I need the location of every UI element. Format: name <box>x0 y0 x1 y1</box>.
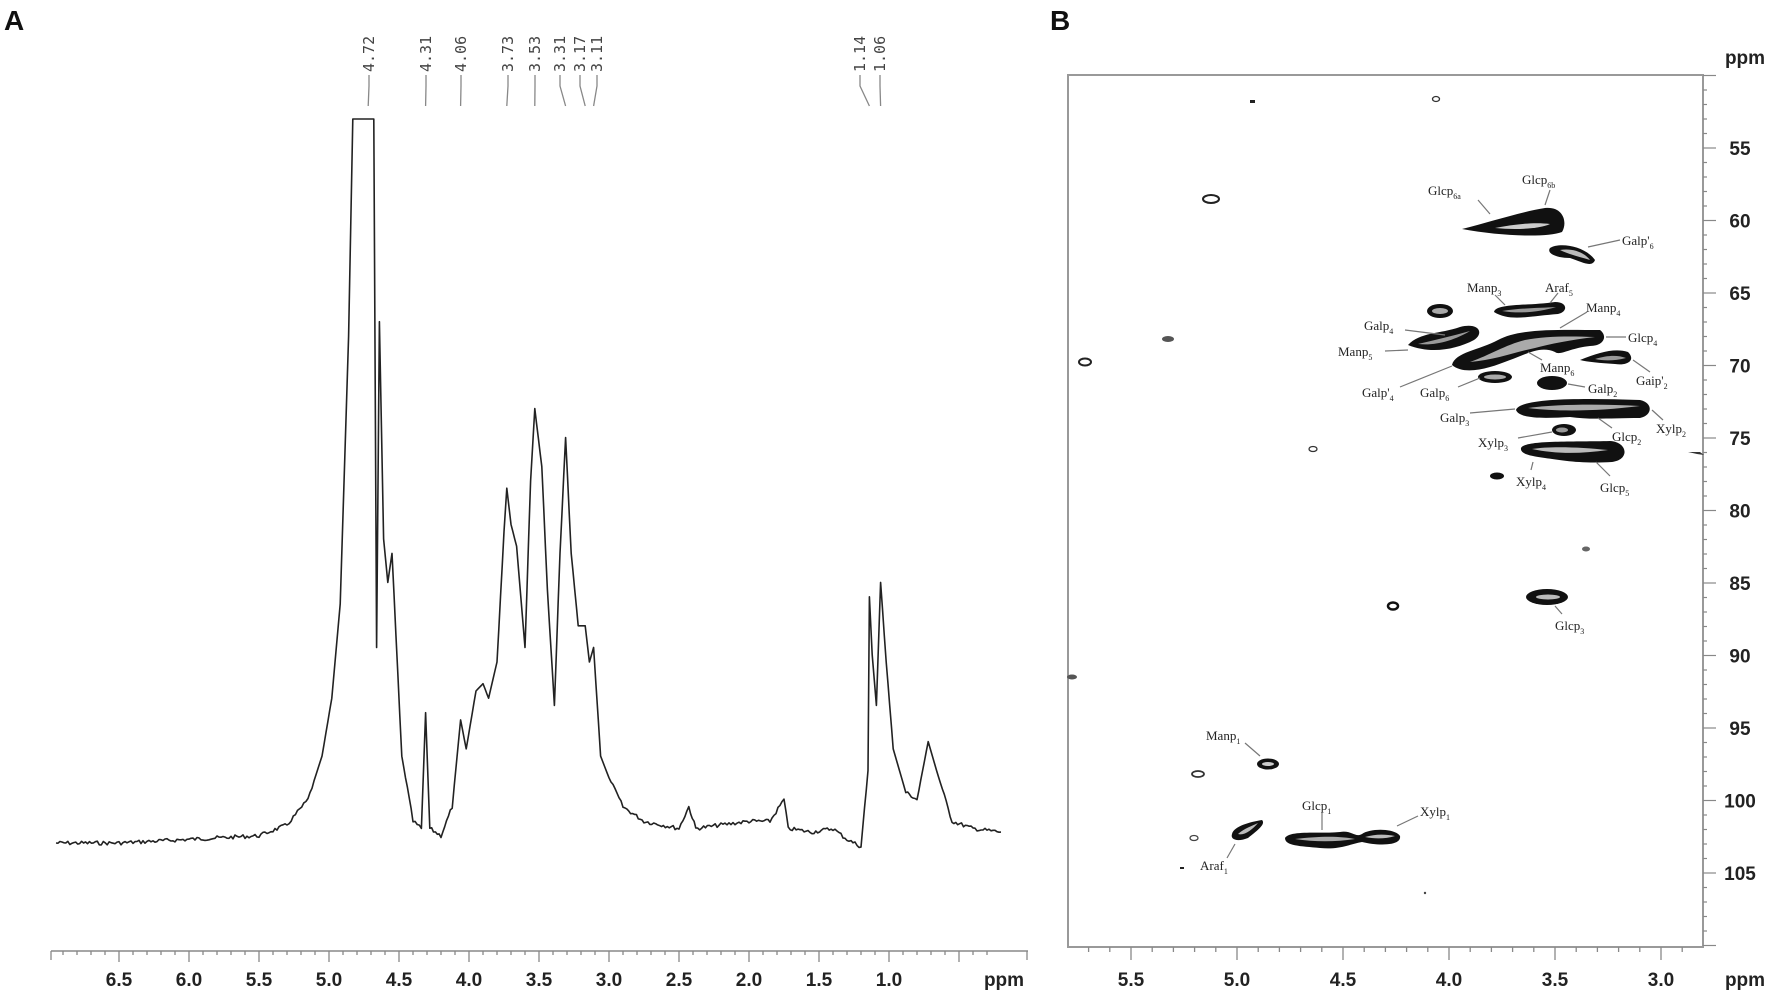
y-tick-label: 95 <box>1729 719 1751 740</box>
x-axis-unit-b: ppm <box>1725 970 1765 991</box>
x-tick-label: 1.0 <box>876 970 902 991</box>
peak-labels: 4.72 4.31 4.06 3.73 3.53 3.31 3.17 3.11 1.14 1.06 <box>360 36 889 107</box>
x-tick-label: 3.0 <box>596 970 622 991</box>
peak-label: 3.53 <box>526 36 544 72</box>
assignment-labels: Glcp6a Glcp6b Galp'6 Manp3 Araf5 Manp4 Glcp4 Ga… <box>1200 172 1686 876</box>
y-tick-label: 75 <box>1729 429 1751 450</box>
x-tick-label: 4.5 <box>1330 970 1357 991</box>
cross-peak-label: Glcp5 <box>1600 480 1629 498</box>
peak-label: 4.06 <box>452 36 470 72</box>
cross-peak-label: Xylp3 <box>1478 435 1508 453</box>
x-tick-label: 1.5 <box>806 970 833 991</box>
panel-label-a: A <box>4 5 24 36</box>
y-axis-b: 55 60 65 70 75 80 85 90 95 100 105 <box>1703 74 1756 947</box>
cross-peak-label: Manp6 <box>1540 360 1574 378</box>
spectrum-trace <box>55 118 1002 849</box>
x-tick-label: 5.0 <box>316 970 342 991</box>
cross-peak-label: Manp3 <box>1467 280 1501 298</box>
panel-a-1h-spectrum: 4.72 4.31 4.06 3.73 3.53 3.31 3.17 3.11 1.14 1.06… <box>50 36 1028 991</box>
x-tick-label: 5.5 <box>1118 970 1145 991</box>
peak-assignments: Glcp6a Glcp6b Galp'6 Manp3 Araf5 Manp4 Glcp4 Ga… <box>1200 172 1686 876</box>
peak-label: 1.14 <box>851 36 869 72</box>
cross-peak-label: Xylp4 <box>1516 474 1546 492</box>
x-tick-label: 4.5 <box>386 970 413 991</box>
y-tick-label: 65 <box>1729 284 1751 305</box>
peak-label: 4.31 <box>417 36 435 72</box>
contour-blobs <box>1067 95 1704 895</box>
peak-label: 3.31 <box>551 36 569 72</box>
peak-label: 4.72 <box>360 36 378 72</box>
x-tick-label: 3.5 <box>526 970 553 991</box>
x-axis-b: 5.5 5.0 4.5 4.0 3.5 3.0 <box>1087 947 1683 991</box>
y-axis-unit-b: ppm <box>1725 48 1765 69</box>
cross-peak-label: Glcp6a <box>1428 183 1461 201</box>
x-tick-label: 6.5 <box>106 970 133 991</box>
cross-peak-label: Glcp4 <box>1628 330 1657 348</box>
y-tick-label: 80 <box>1729 502 1750 523</box>
x-tick-label: 5.5 <box>246 970 273 991</box>
y-tick-label: 100 <box>1724 792 1756 813</box>
cross-peak-label: Manp4 <box>1586 300 1620 318</box>
cross-peak-label: Gaip'2 <box>1636 373 1668 391</box>
x-tick-label: 2.5 <box>666 970 693 991</box>
cross-peak-label: Manp1 <box>1206 728 1240 746</box>
cross-peak-label: Galp'4 <box>1362 385 1394 403</box>
x-tick-label: 3.0 <box>1648 970 1674 991</box>
cross-peak-label: Araf1 <box>1200 858 1228 876</box>
x-tick-label: 4.0 <box>1436 970 1462 991</box>
plot-frame <box>1067 74 1704 948</box>
x-tick-label: 2.0 <box>736 970 762 991</box>
peak-label: 3.17 <box>571 36 589 72</box>
y-tick-label: 85 <box>1729 574 1751 595</box>
x-tick-label: 6.0 <box>176 970 202 991</box>
x-axis-a: 6.5 6.0 5.5 5.0 4.5 4.0 3.5 3.0 2.5 2.0 1.5 1.0 <box>50 950 1028 991</box>
cross-peak-label: Araf5 <box>1545 280 1573 298</box>
cross-peak-label: Glcp3 <box>1555 618 1584 636</box>
cross-peak-label: Xylp2 <box>1656 421 1686 439</box>
cross-peak-label: Galp6 <box>1420 385 1449 403</box>
cross-peak-label: Galp'6 <box>1622 233 1654 251</box>
x-tick-label: 4.0 <box>456 970 482 991</box>
cross-peak-label: Galp2 <box>1588 381 1617 399</box>
panel-label-b: B <box>1050 5 1070 36</box>
y-tick-label: 55 <box>1729 139 1751 160</box>
cross-peak-label: Glcp1 <box>1302 798 1331 816</box>
peak-label: 3.11 <box>588 36 606 72</box>
cross-peak-label: Galp4 <box>1364 318 1393 336</box>
cross-peak-label: Xylp1 <box>1420 804 1450 822</box>
cross-peak-label: Galp3 <box>1440 410 1469 428</box>
y-tick-label: 90 <box>1729 647 1750 668</box>
peak-label: 3.73 <box>499 36 517 72</box>
cross-peak-label: Manp5 <box>1338 344 1372 362</box>
x-tick-label: 5.0 <box>1224 970 1250 991</box>
y-tick-label: 60 <box>1729 212 1750 233</box>
peak-label: 1.06 <box>871 36 889 72</box>
panel-b-hsqc: 5.5 5.0 4.5 4.0 3.5 3.0 55 60 65 70 75 80 85 90 95 100… <box>1067 48 1765 991</box>
cross-peak-label: Glcp6b <box>1522 172 1555 190</box>
y-tick-label: 105 <box>1724 864 1756 885</box>
y-tick-label: 70 <box>1729 357 1750 378</box>
x-tick-label: 3.5 <box>1542 970 1569 991</box>
cross-peak-label: Glcp2 <box>1612 429 1641 447</box>
x-axis-unit-a: ppm <box>984 970 1024 991</box>
